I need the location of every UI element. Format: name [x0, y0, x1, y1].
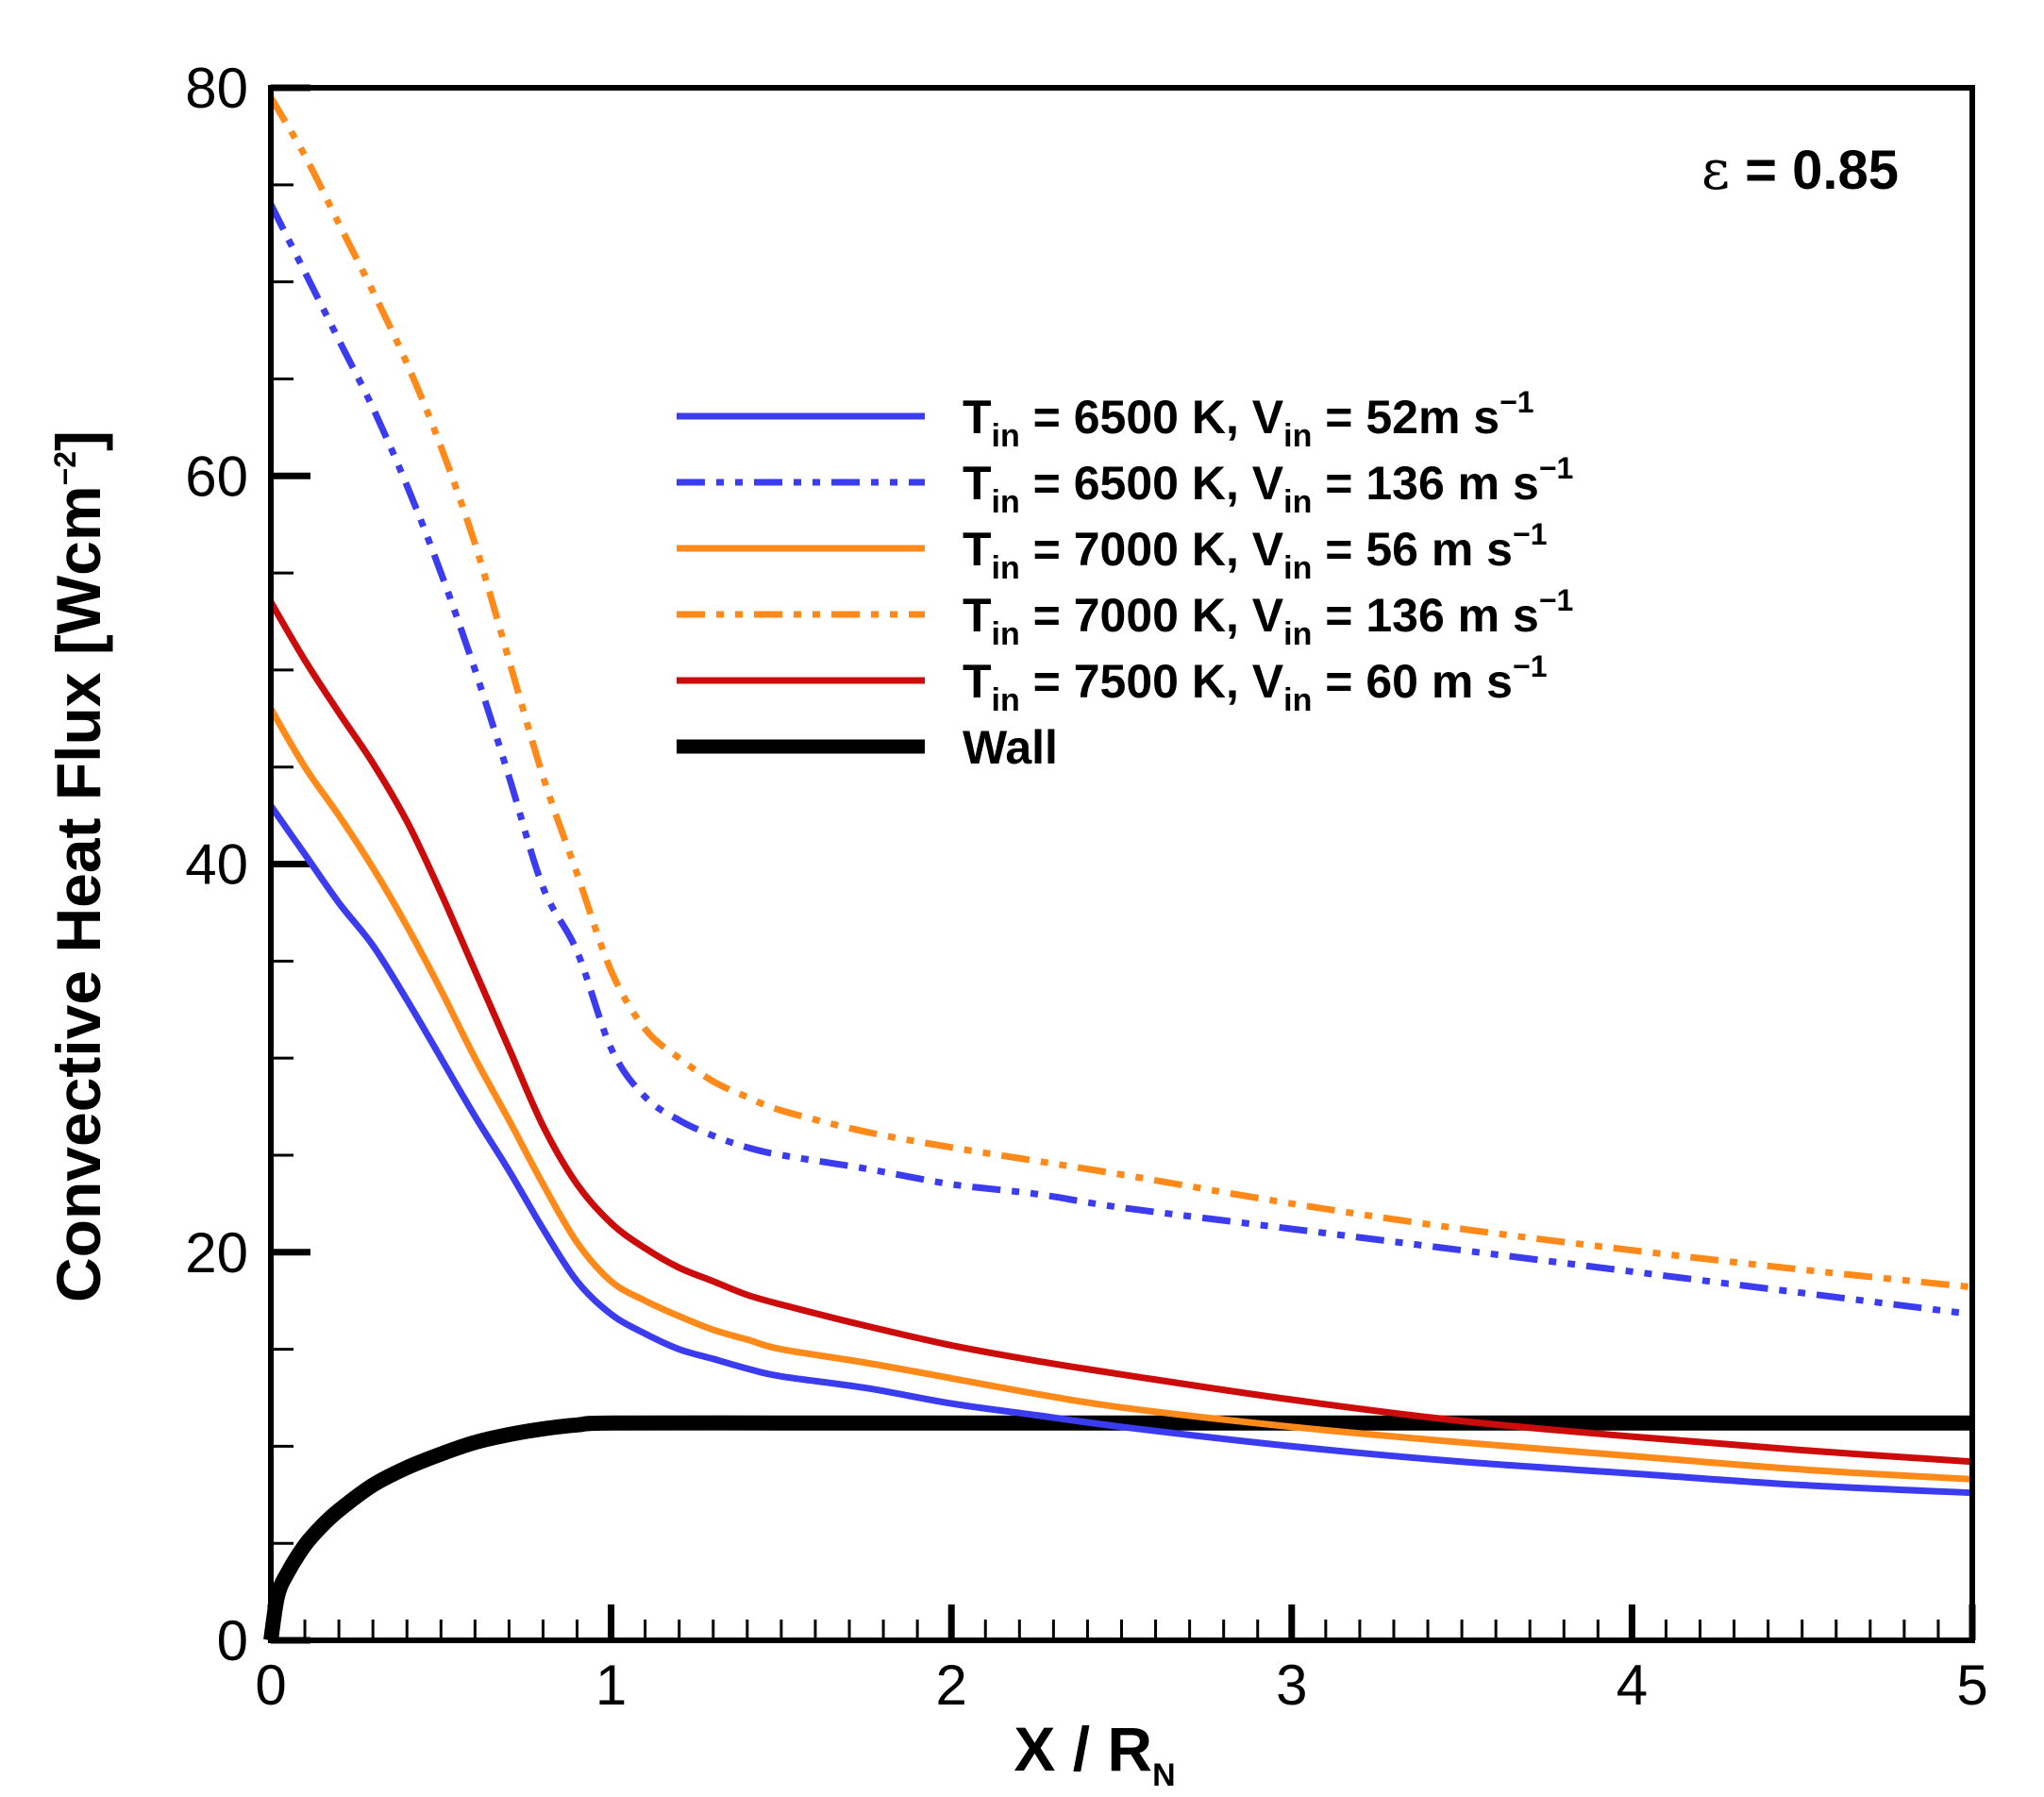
y-tick-label: 60: [185, 445, 248, 508]
x-tick-label: 5: [1956, 1654, 1987, 1717]
legend-label-4: Tin = 7000 K, Vin = 136 m s−1: [963, 583, 1573, 652]
x-tick-label: 1: [595, 1654, 627, 1717]
series-line-2: [267, 202, 1973, 1318]
x-tick-label: 4: [1617, 1654, 1648, 1717]
series-line-5: [267, 600, 1973, 1466]
legend-label-2: Tin = 6500 K, Vin = 136 m s−1: [963, 451, 1573, 520]
x-tick-label: 0: [255, 1654, 286, 1717]
x-tick-label: 3: [1276, 1654, 1307, 1717]
y-axis-title: Convective Heat Flux [Wcm−2]: [43, 430, 113, 1302]
y-tick-label: 20: [185, 1221, 248, 1285]
x-axis-title: X / RN: [1014, 1714, 1175, 1793]
emissivity-annotation: ε = 0.85: [1701, 138, 1899, 202]
legend-label-6: Wall: [963, 721, 1058, 774]
legend-label-3: Tin = 7000 K, Vin = 56 m s−1: [963, 517, 1547, 586]
series-lines: [263, 95, 1973, 1642]
series-line-1: [268, 803, 1973, 1497]
tick-labels: 0 1 2 3 4 5 0 20 40 60 80: [185, 57, 1987, 1717]
plot-frame: [268, 85, 1975, 1643]
series-line-4: [267, 95, 1973, 1291]
series-line-6: [263, 1415, 1972, 1642]
y-tick-label: 40: [185, 833, 248, 897]
legend-label-1: Tin = 6500 K, Vin = 52m s−1: [963, 385, 1534, 454]
y-tick-label: 0: [217, 1609, 248, 1672]
y-tick-label: 80: [185, 57, 248, 120]
series-line-3: [267, 707, 1973, 1483]
x-tick-label: 2: [936, 1654, 967, 1717]
legend-label-5: Tin = 7500 K, Vin = 60 m s−1: [963, 649, 1547, 718]
